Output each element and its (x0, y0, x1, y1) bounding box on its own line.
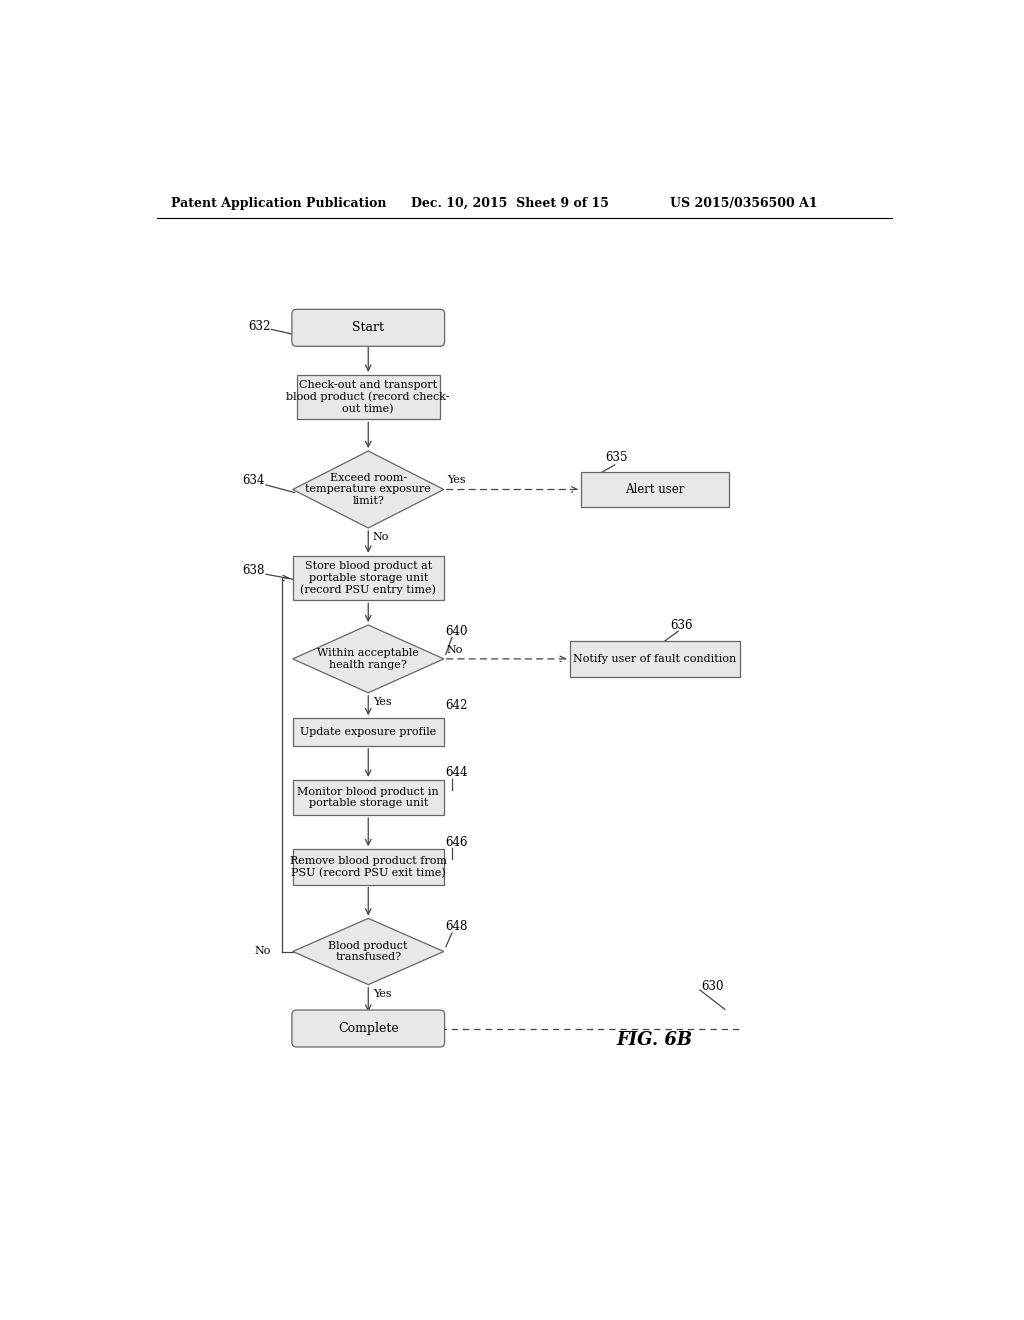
Text: 646: 646 (445, 836, 468, 849)
FancyBboxPatch shape (293, 849, 443, 884)
Text: Check-out and transport
blood product (record check-
out time): Check-out and transport blood product (r… (287, 380, 450, 414)
Text: 638: 638 (243, 564, 265, 577)
Text: Remove blood product from
PSU (record PSU exit time): Remove blood product from PSU (record PS… (290, 855, 446, 878)
Text: 640: 640 (445, 624, 468, 638)
Text: No: No (255, 946, 271, 957)
Text: No: No (446, 644, 463, 655)
Text: Blood product
transfused?: Blood product transfused? (329, 941, 408, 962)
Text: FIG. 6B: FIG. 6B (616, 1031, 692, 1049)
FancyBboxPatch shape (292, 309, 444, 346)
Text: Alert user: Alert user (626, 483, 685, 496)
Text: 632: 632 (248, 319, 270, 333)
Text: Start: Start (352, 321, 384, 334)
Text: 648: 648 (445, 920, 468, 933)
FancyBboxPatch shape (292, 1010, 444, 1047)
Text: Yes: Yes (446, 475, 466, 486)
Text: Update exposure profile: Update exposure profile (300, 727, 436, 737)
Text: Exceed room-
temperature exposure
limit?: Exceed room- temperature exposure limit? (305, 473, 431, 506)
FancyBboxPatch shape (293, 780, 443, 816)
Text: Patent Application Publication: Patent Application Publication (171, 197, 386, 210)
Text: Store blood product at
portable storage unit
(record PSU entry time): Store blood product at portable storage … (300, 561, 436, 595)
Text: Within acceptable
health range?: Within acceptable health range? (317, 648, 419, 669)
Text: 644: 644 (445, 767, 468, 779)
FancyBboxPatch shape (293, 718, 443, 746)
Text: Complete: Complete (338, 1022, 398, 1035)
Text: Yes: Yes (373, 989, 391, 999)
Text: 630: 630 (701, 979, 724, 993)
Text: Notify user of fault condition: Notify user of fault condition (573, 653, 736, 664)
Text: No: No (373, 532, 389, 543)
Text: 636: 636 (671, 619, 693, 631)
FancyBboxPatch shape (582, 471, 729, 507)
Text: Dec. 10, 2015  Sheet 9 of 15: Dec. 10, 2015 Sheet 9 of 15 (411, 197, 608, 210)
Text: 634: 634 (243, 474, 265, 487)
Text: Yes: Yes (373, 697, 391, 708)
Text: 642: 642 (445, 698, 468, 711)
Polygon shape (293, 451, 443, 528)
Text: 635: 635 (605, 450, 628, 463)
Polygon shape (293, 626, 443, 693)
Text: Monitor blood product in
portable storage unit: Monitor blood product in portable storag… (297, 787, 439, 808)
FancyBboxPatch shape (569, 642, 740, 677)
Text: US 2015/0356500 A1: US 2015/0356500 A1 (671, 197, 818, 210)
Polygon shape (293, 919, 443, 985)
FancyBboxPatch shape (293, 556, 443, 601)
FancyBboxPatch shape (297, 375, 440, 420)
